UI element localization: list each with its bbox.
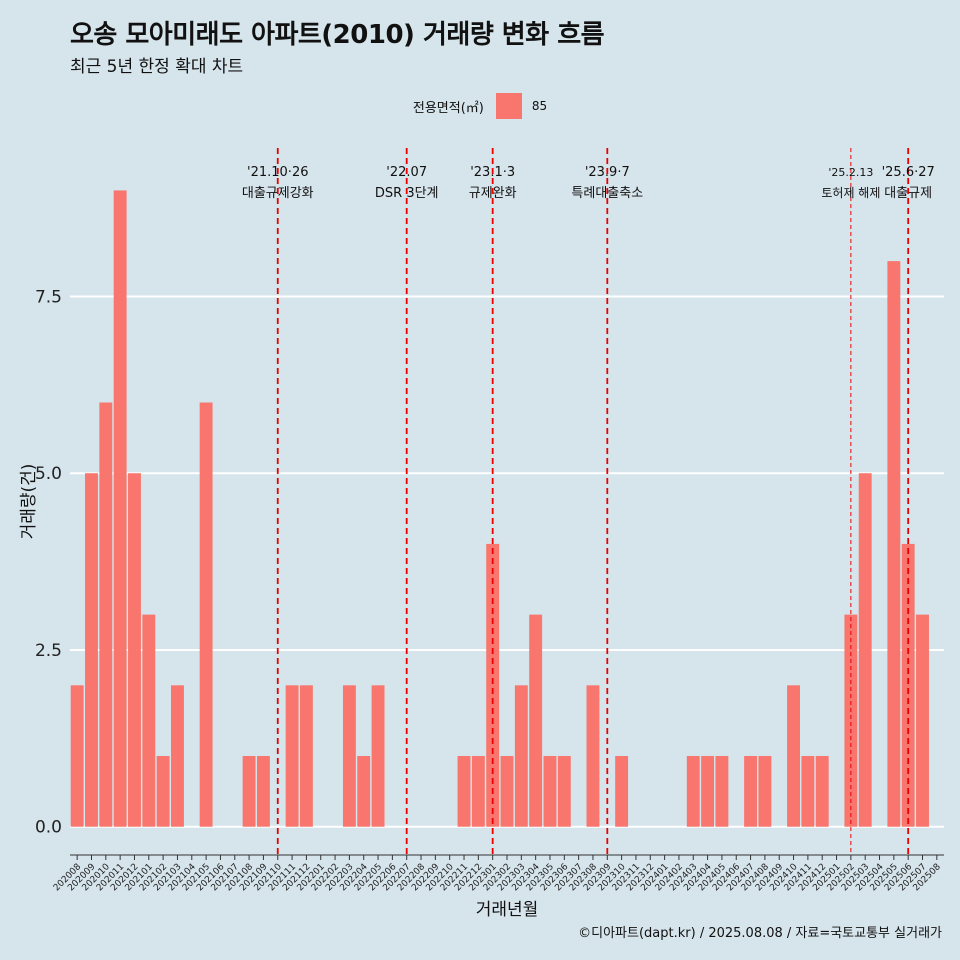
chart-subtitle: 최근 5년 한정 확대 차트 <box>70 57 244 77</box>
event-date: '23.1·3 <box>470 165 515 180</box>
bar <box>299 685 313 827</box>
bar <box>285 685 299 827</box>
bar <box>500 756 514 827</box>
bar <box>801 756 815 827</box>
bar <box>156 756 170 827</box>
bar <box>815 756 829 827</box>
bar <box>113 190 127 827</box>
bar <box>128 473 141 827</box>
y-tick-label: 5.0 <box>35 464 62 484</box>
y-axis-title: 거래량(건) <box>19 464 39 540</box>
event-date: '22.07 <box>386 165 427 180</box>
event-date: '21.10·26 <box>247 165 308 180</box>
bar <box>686 756 700 827</box>
bar <box>543 756 557 827</box>
bar <box>715 756 729 827</box>
chart-title: 오송 모아미래도 아파트(2010) 거래량 변화 흐름 <box>70 20 605 50</box>
bar <box>916 614 929 827</box>
bar <box>701 756 715 827</box>
legend: 전용면적(㎡) 85 <box>0 93 960 119</box>
y-tick-label: 0.0 <box>35 818 62 838</box>
bar <box>256 756 270 827</box>
bar <box>787 685 801 827</box>
y-tick-label: 7.5 <box>35 287 62 307</box>
bar <box>586 685 600 827</box>
bar <box>744 756 758 827</box>
y-tick-label: 2.5 <box>35 641 62 661</box>
bar <box>371 685 385 827</box>
bar <box>471 756 485 827</box>
bar <box>457 756 471 827</box>
bar <box>342 685 356 827</box>
bar <box>142 614 156 827</box>
event-date: '25.6·27 <box>882 165 935 180</box>
event-date: '25.2.13 <box>828 166 873 179</box>
bar <box>70 685 84 827</box>
bar <box>887 261 901 827</box>
legend-title: 전용면적(㎡) <box>412 100 484 116</box>
event-date: '23.9·7 <box>585 165 630 180</box>
bar <box>99 402 113 827</box>
bar <box>844 614 858 827</box>
bar <box>357 756 371 827</box>
legend-swatch <box>495 93 522 119</box>
bar <box>486 543 500 827</box>
event-label: 토허제 해제 <box>821 186 880 200</box>
event-label: 대출규제강화 <box>242 186 314 201</box>
bar <box>858 473 872 827</box>
bar <box>557 756 571 827</box>
bar <box>199 402 213 827</box>
x-axis-title: 거래년월 <box>476 900 539 920</box>
event-label: 대출규제 <box>884 186 932 201</box>
bar <box>529 614 543 827</box>
bar <box>758 756 772 827</box>
event-label: 규제완화 <box>469 186 517 201</box>
bar <box>901 543 915 827</box>
bar <box>242 756 256 827</box>
source-caption: ©디아파트(dapt.kr) / 2025.08.08 / 자료=국토교통부 실… <box>578 926 942 941</box>
event-label: DSR 3단계 <box>375 186 439 201</box>
bar <box>615 756 629 827</box>
bar <box>514 685 528 827</box>
bar <box>171 685 184 827</box>
legend-label: 85 <box>531 99 548 113</box>
event-label: 특례대출축소 <box>571 186 643 201</box>
bar <box>85 473 98 827</box>
